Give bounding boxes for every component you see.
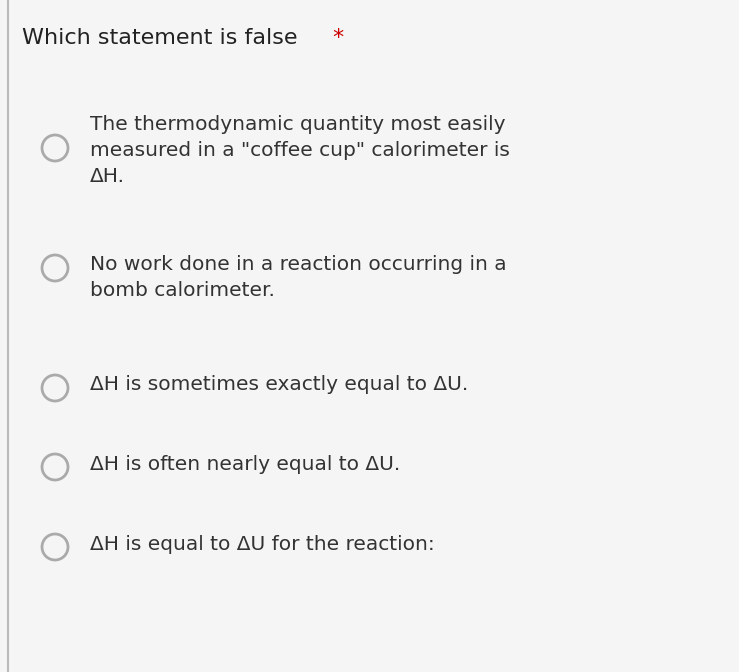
Text: measured in a "coffee cup" calorimeter is: measured in a "coffee cup" calorimeter i… xyxy=(90,141,510,160)
Text: ΔH is sometimes exactly equal to ΔU.: ΔH is sometimes exactly equal to ΔU. xyxy=(90,375,469,394)
Text: ΔH is often nearly equal to ΔU.: ΔH is often nearly equal to ΔU. xyxy=(90,455,401,474)
Text: *: * xyxy=(332,28,343,48)
Text: ΔH.: ΔH. xyxy=(90,167,125,186)
Text: No work done in a reaction occurring in a: No work done in a reaction occurring in … xyxy=(90,255,507,274)
Text: ΔH is equal to ΔU for the reaction:: ΔH is equal to ΔU for the reaction: xyxy=(90,535,435,554)
Text: Which statement is false: Which statement is false xyxy=(22,28,298,48)
Text: The thermodynamic quantity most easily: The thermodynamic quantity most easily xyxy=(90,115,505,134)
Text: bomb calorimeter.: bomb calorimeter. xyxy=(90,281,275,300)
